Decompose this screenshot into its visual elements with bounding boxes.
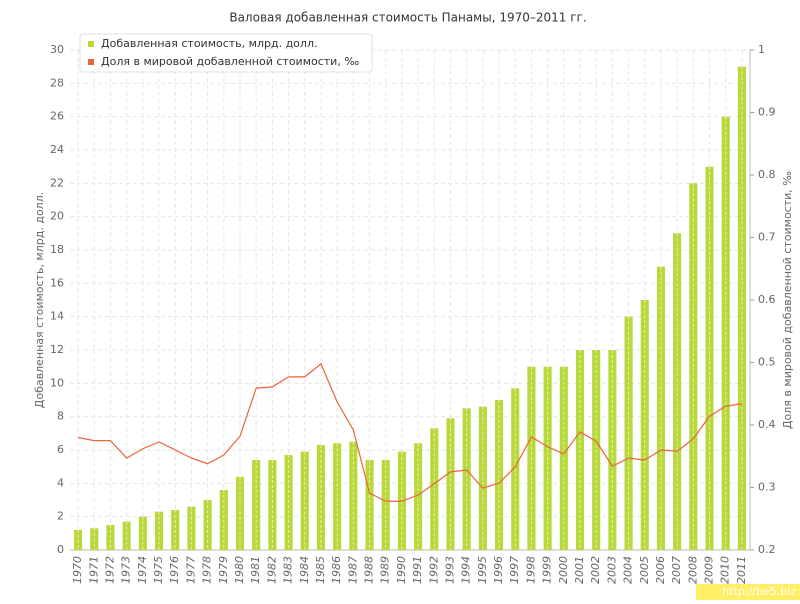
y-tick-label: 28 bbox=[50, 76, 64, 89]
x-tick-label: 2003 bbox=[605, 556, 618, 584]
x-tick-label: 1974 bbox=[136, 556, 149, 584]
x-tick-label: 1985 bbox=[314, 556, 327, 584]
bar bbox=[673, 233, 682, 551]
y-tick-label: 0 bbox=[57, 543, 64, 556]
x-tick-label: 1992 bbox=[427, 556, 440, 584]
x-tick-label: 1994 bbox=[460, 556, 473, 584]
y2-tick-label: 0.8 bbox=[758, 168, 776, 181]
x-tick-label: 2007 bbox=[670, 556, 683, 584]
x-tick-label: 2001 bbox=[573, 556, 586, 584]
x-tick-label: 1970 bbox=[71, 556, 84, 584]
x-tick-label: 2010 bbox=[719, 556, 732, 584]
y-tick-label: 16 bbox=[50, 276, 64, 289]
y-tick-label: 24 bbox=[50, 143, 64, 156]
bar bbox=[300, 451, 309, 550]
x-tick-label: 2009 bbox=[703, 556, 716, 584]
x-tick-label: 1991 bbox=[411, 556, 424, 584]
legend-label: Добавленная стоимость, млрд. долл. bbox=[101, 37, 317, 50]
x-tick-label: 1984 bbox=[298, 556, 311, 584]
y2-tick-label: 0.3 bbox=[758, 481, 776, 494]
x-tick-label: 1971 bbox=[87, 556, 100, 584]
y2-tick-label: 0.2 bbox=[758, 543, 776, 556]
bar bbox=[122, 521, 131, 550]
legend-swatch bbox=[88, 41, 94, 47]
y2-tick-label: 0.7 bbox=[758, 231, 776, 244]
y-tick-label: 4 bbox=[57, 476, 64, 489]
y-tick-label: 2 bbox=[57, 510, 64, 523]
x-tick-label: 1997 bbox=[508, 556, 521, 584]
x-tick-label: 2004 bbox=[622, 556, 635, 584]
x-tick-label: 2005 bbox=[638, 556, 651, 584]
y-tick-label: 6 bbox=[57, 443, 64, 456]
watermark: http://be5.biz bbox=[722, 585, 796, 598]
bar bbox=[155, 511, 164, 550]
x-tick-label: 1998 bbox=[524, 556, 537, 584]
y2-tick-label: 0.6 bbox=[758, 293, 776, 306]
y-tick-label: 8 bbox=[57, 410, 64, 423]
x-tick-label: 1989 bbox=[379, 556, 392, 584]
x-tick-label: 1975 bbox=[152, 556, 165, 584]
bar bbox=[689, 183, 698, 551]
x-tick-label: 1995 bbox=[476, 556, 489, 584]
y-tick-label: 20 bbox=[50, 210, 64, 223]
x-tick-label: 2008 bbox=[686, 556, 699, 584]
x-tick-label: 1978 bbox=[201, 556, 214, 584]
y2-tick-label: 0.5 bbox=[758, 356, 776, 369]
legend: Добавленная стоимость, млрд. долл. Доля в… bbox=[79, 33, 373, 73]
x-tick-label: 1996 bbox=[492, 556, 505, 584]
y-tick-label: 30 bbox=[50, 43, 64, 56]
legend-swatch bbox=[88, 59, 94, 65]
x-tick-label: 1990 bbox=[395, 556, 408, 584]
y2-tick-label: 1 bbox=[758, 43, 765, 56]
line bbox=[77, 362, 742, 502]
x-tick-label: 2006 bbox=[654, 556, 667, 584]
x-tick-label: 1993 bbox=[443, 556, 456, 584]
x-tick-label: 1976 bbox=[168, 556, 181, 584]
x-tick-label: 1973 bbox=[120, 556, 133, 584]
x-tick-label: 1979 bbox=[217, 556, 230, 584]
y-tick-label: 22 bbox=[50, 176, 64, 189]
y-tick-label: 14 bbox=[50, 310, 64, 323]
x-tick-label: 1999 bbox=[541, 556, 554, 584]
y2-tick-label: 0.9 bbox=[758, 106, 776, 119]
y-tick-label: 12 bbox=[50, 343, 64, 356]
legend-label: Доля в мировой добавленной стоимости, ‰ bbox=[101, 55, 359, 68]
x-tick-label: 2011 bbox=[735, 556, 748, 584]
x-tick-label: 1977 bbox=[184, 556, 197, 584]
x-tick-label: 1986 bbox=[330, 556, 343, 584]
legend-box bbox=[79, 33, 373, 73]
x-tick-label: 2000 bbox=[557, 556, 570, 584]
bar bbox=[349, 441, 358, 550]
bar bbox=[414, 443, 423, 550]
x-tick-label: 1987 bbox=[346, 556, 359, 584]
y-tick-label: 10 bbox=[50, 376, 64, 389]
x-tick-label: 1972 bbox=[103, 556, 116, 584]
y2-tick-label: 0.4 bbox=[758, 418, 776, 431]
x-tick-label: 2002 bbox=[589, 556, 602, 584]
x-tick-label: 1981 bbox=[249, 556, 262, 584]
y-tick-label: 26 bbox=[50, 110, 64, 123]
x-tick-label: 1980 bbox=[233, 556, 246, 584]
y-tick-label: 18 bbox=[50, 243, 64, 256]
x-tick-label: 1988 bbox=[363, 556, 376, 584]
y-axis-label: Добавленная стоимость, млрд. долл. bbox=[33, 192, 46, 408]
bar bbox=[333, 443, 342, 550]
watermark-bg bbox=[696, 584, 800, 600]
x-tick-label: 1983 bbox=[282, 556, 295, 584]
chart-title: Валовая добавленная стоимость Панамы, 19… bbox=[229, 11, 586, 25]
y2-axis-label: Доля в мировой добавленной стоимости, ‰ bbox=[781, 171, 794, 429]
x-tick-label: 1982 bbox=[265, 556, 278, 584]
